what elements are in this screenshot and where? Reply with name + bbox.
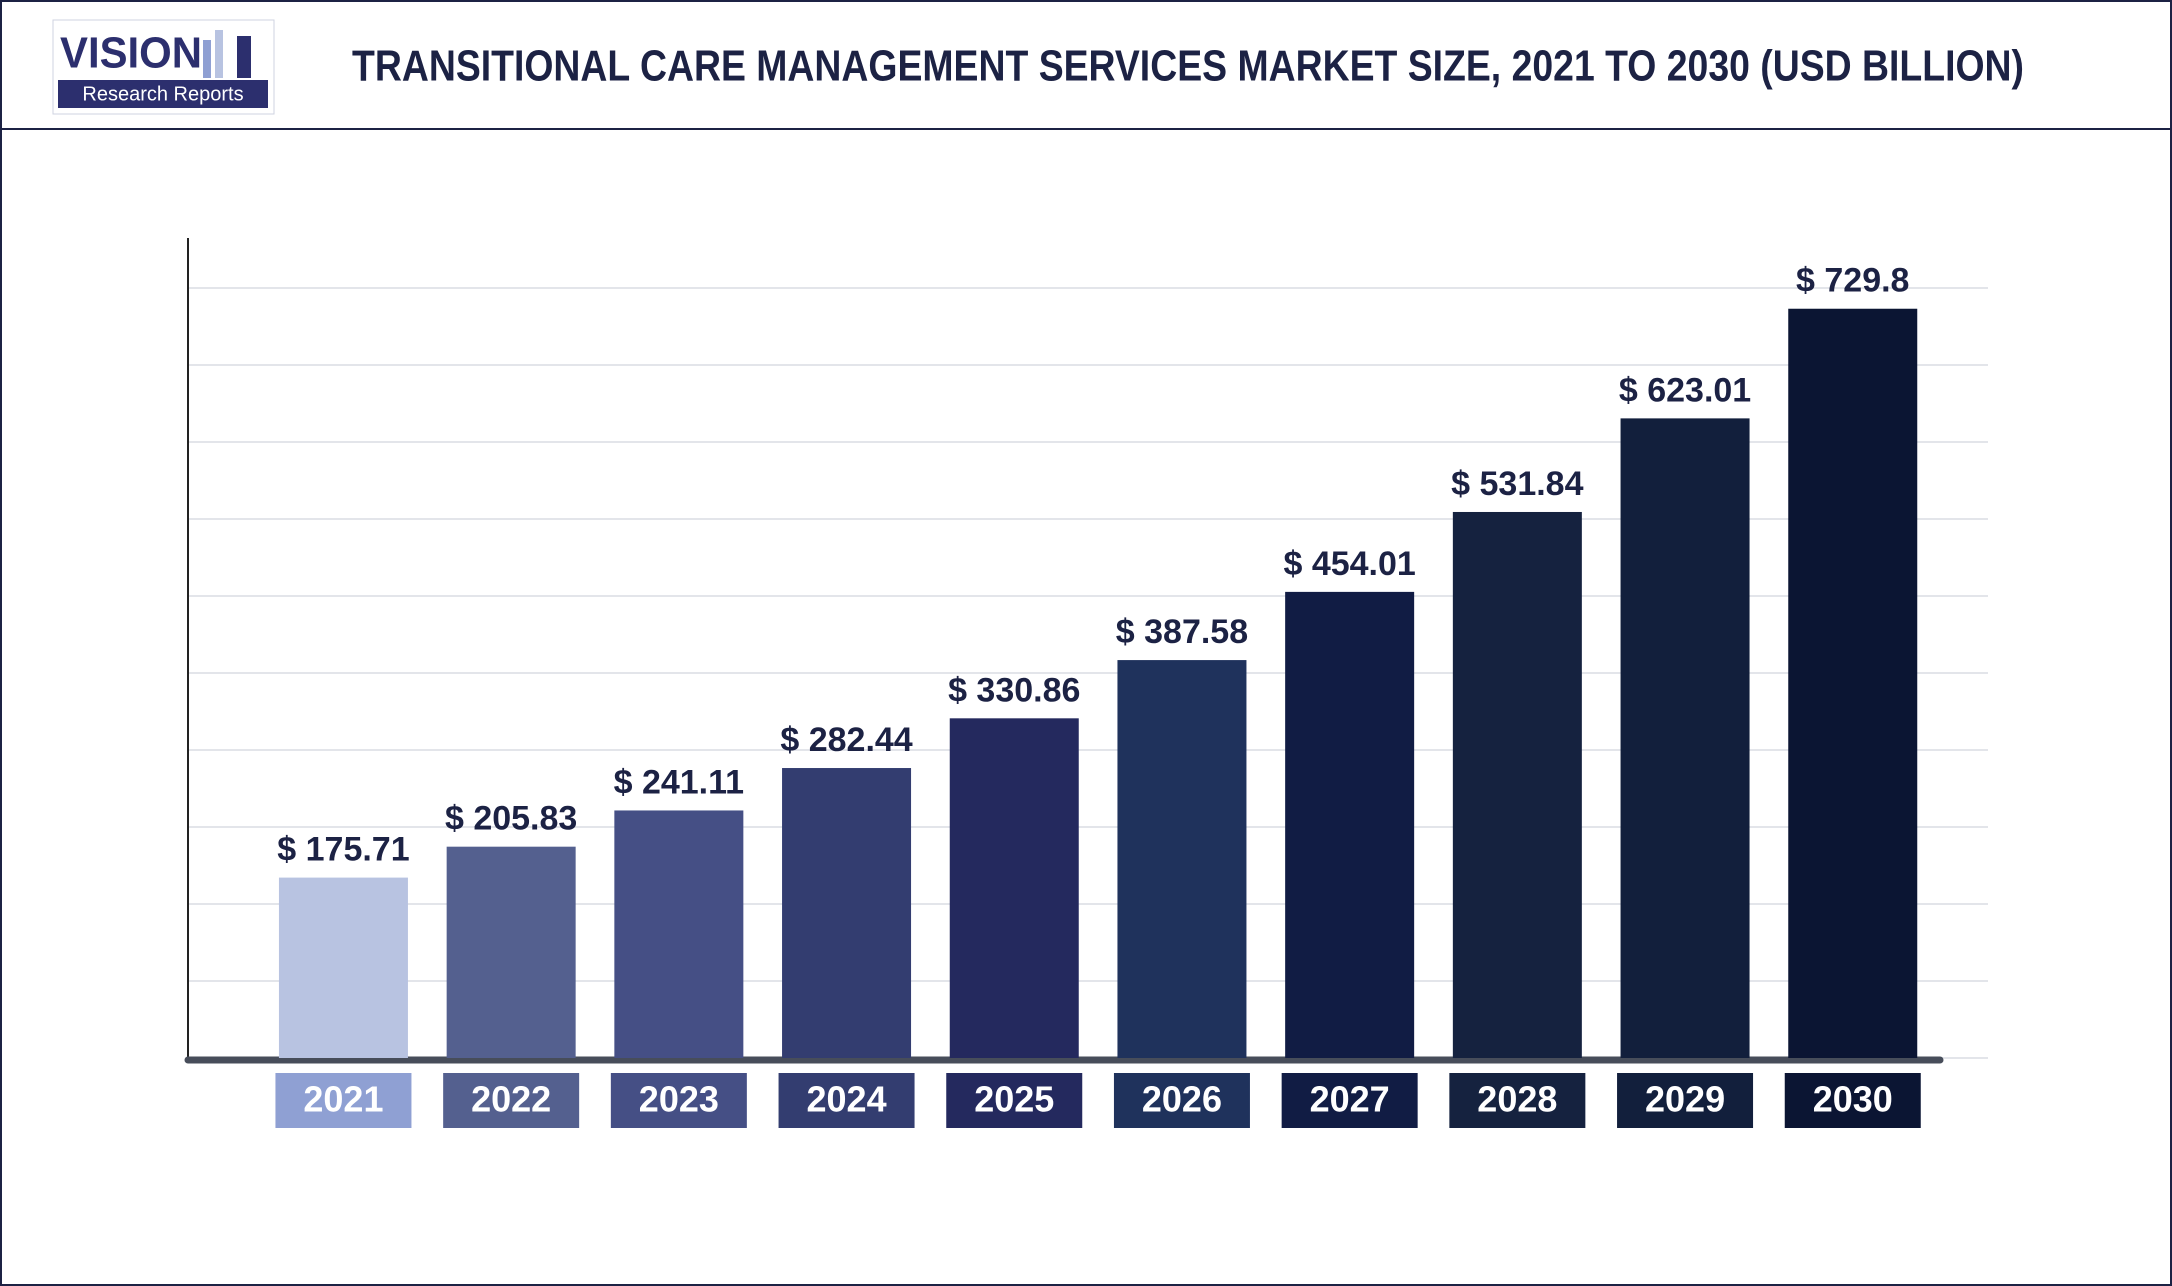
category-label-box [610,1073,747,1128]
category-label-box [275,1073,412,1128]
category-label-box [778,1073,915,1128]
bar [446,846,576,1058]
chart-title: TRANSITIONAL CARE MANAGEMENT SERVICES MA… [352,42,2024,91]
value-label: $ 387.58 [1116,613,1248,651]
value-label: $ 531.84 [1451,465,1583,503]
x-tick-label: 2022 [471,1079,551,1120]
logo-tagline: Research Reports [82,83,243,105]
bar [1285,591,1415,1058]
x-tick-label: 2027 [1310,1079,1390,1120]
value-label: $ 205.83 [445,800,577,838]
x-tick-label: 2030 [1813,1079,1893,1120]
bar [782,768,912,1058]
bar [1452,511,1582,1058]
logo-bar [203,40,211,78]
value-label: $ 175.71 [277,831,409,869]
bar [949,718,1079,1058]
x-tick-label: 2028 [1477,1079,1557,1120]
category-label-box [1617,1073,1754,1128]
logo-band [58,80,268,108]
bar [1117,660,1247,1058]
category-label-box [443,1073,580,1128]
x-tick-label: 2029 [1645,1079,1725,1120]
bar [278,877,408,1058]
bar [614,810,744,1058]
bar [1788,308,1918,1059]
category-label-box [1281,1073,1418,1128]
value-label: $ 282.44 [780,721,912,759]
category-label-box [1449,1073,1586,1128]
value-label: $ 623.01 [1619,371,1751,409]
category-label-box [1784,1073,1921,1128]
x-tick-label: 2026 [1142,1079,1222,1120]
logo-name: VISION [60,29,202,78]
bar [1620,418,1750,1058]
logo: VISION Research Reports [52,19,275,115]
value-label: $ 330.86 [948,671,1080,709]
logo-bar [215,30,223,78]
value-label: $ 241.11 [614,763,744,801]
x-tick-label: 2021 [303,1079,383,1120]
value-label: $ 454.01 [1283,545,1415,583]
x-tick-label: 2023 [639,1079,719,1120]
x-tick-label: 2025 [974,1079,1054,1120]
logo-bar [237,36,251,78]
category-label-box [1113,1073,1250,1128]
x-tick-label: 2024 [807,1079,887,1120]
value-label: $ 729.8 [1796,262,1909,300]
category-label-box [946,1073,1083,1128]
